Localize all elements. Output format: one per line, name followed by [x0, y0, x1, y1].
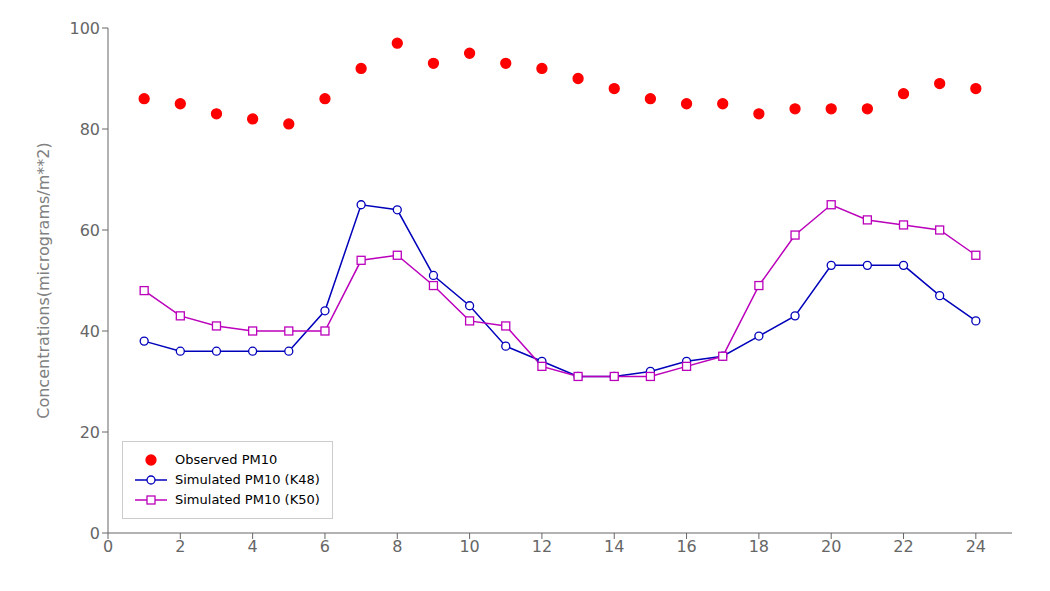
svg-text:6: 6	[320, 537, 330, 556]
svg-text:14: 14	[604, 537, 624, 556]
svg-text:0: 0	[90, 524, 100, 543]
svg-text:80: 80	[80, 120, 100, 139]
svg-text:18: 18	[749, 537, 769, 556]
svg-text:2: 2	[175, 537, 185, 556]
svg-text:8: 8	[392, 537, 402, 556]
html-text:Simulated PM10 (K50): Simulated PM10 (K50)	[175, 492, 320, 507]
svg-text:20: 20	[821, 537, 841, 556]
svg-text:12: 12	[532, 537, 552, 556]
svg-text:60: 60	[80, 221, 100, 240]
svg-text:4: 4	[248, 537, 258, 556]
svg-text:40: 40	[80, 322, 100, 341]
html-text:Observed PM10: Observed PM10	[175, 452, 278, 467]
svg-text:10: 10	[459, 537, 479, 556]
svg-text:0: 0	[103, 537, 113, 556]
svg-text:16: 16	[676, 537, 696, 556]
svg-text:20: 20	[80, 423, 100, 442]
svg-text:100: 100	[69, 19, 100, 38]
svg-text:24: 24	[966, 537, 986, 556]
html-text:Simulated PM10 (K48): Simulated PM10 (K48)	[175, 472, 320, 487]
svg-text:22: 22	[893, 537, 913, 556]
svg-text:Concentrations(micrograms/m**2: Concentrations(micrograms/m**2)	[34, 142, 53, 418]
